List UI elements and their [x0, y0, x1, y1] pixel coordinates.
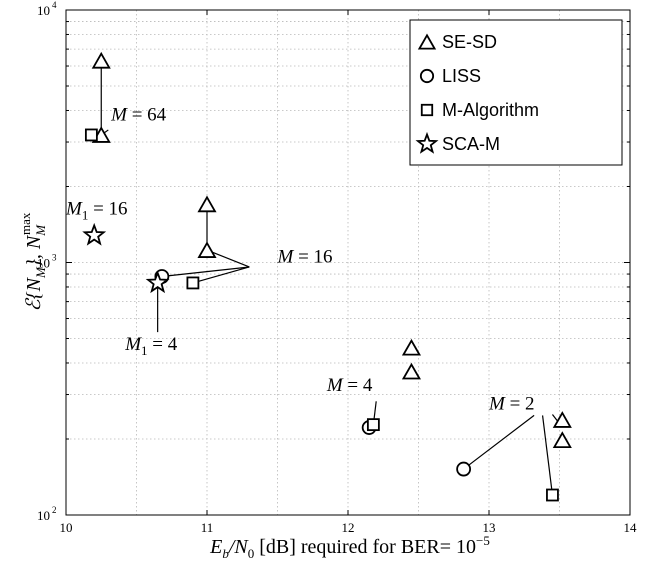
m-algorithm-point: [84, 128, 98, 142]
connector-line: [463, 414, 535, 470]
x-tick-label: 10: [60, 520, 73, 535]
data-markers: [82, 51, 572, 502]
se-sd-point: [197, 195, 217, 213]
annotation-label: M = 4: [326, 375, 373, 396]
connector-lines: [100, 60, 560, 496]
legend-sca-m-marker: [415, 131, 439, 154]
y-axis-label: ℰ{NM}, NMmax: [18, 212, 48, 311]
x-tick-label: 12: [342, 520, 355, 535]
sca-m-point: [82, 222, 107, 246]
se-sd-point: [91, 51, 111, 69]
legend-sca-m-label: SCA-M: [442, 134, 500, 154]
connector-line: [161, 266, 250, 278]
y-tick-label-exponent: 3: [52, 253, 57, 263]
annotation-label: M = 16: [277, 247, 333, 268]
y-tick-label: 10: [37, 256, 50, 271]
annotation-label: M = 2: [488, 393, 535, 414]
y-tick-label: 10: [37, 508, 50, 523]
legend-se-sd-marker: [417, 33, 437, 50]
annotation-label: M1 = 4: [124, 334, 178, 358]
m-algorithm-point: [366, 418, 380, 432]
se-sd-point: [197, 241, 217, 258]
legend-m-algorithm-label: M-Algorithm: [442, 100, 539, 120]
legend-se-sd-label: SE-SD: [442, 32, 497, 52]
m-algorithm-point: [186, 276, 200, 290]
legend-m-algorithm-marker: [420, 103, 434, 117]
connector-line: [192, 266, 250, 284]
legend: SE-SD LISS M-Algorithm SCA-M: [409, 19, 623, 166]
x-tick-label: 14: [624, 520, 638, 535]
y-tick-label-exponent: 4: [52, 0, 57, 10]
se-sd-point: [401, 362, 422, 380]
m-algorithm-point: [546, 488, 559, 502]
se-sd-point: [552, 411, 572, 428]
x-tick-label: 11: [201, 520, 214, 535]
legend-liss-label: LISS: [442, 66, 481, 86]
y-tick-label: 10: [37, 3, 50, 18]
sca-m-point: [145, 270, 170, 294]
x-tick-label: 13: [483, 520, 496, 535]
legend-box: [409, 19, 623, 166]
connector-line: [206, 249, 250, 268]
se-sd-point: [552, 431, 572, 448]
annotation-label: M1 = 16: [65, 198, 128, 222]
y-tick-label-exponent: 2: [52, 505, 57, 515]
legend-liss-marker: [419, 68, 435, 84]
x-axis-label: Eb/N0 [dB] required for BER= 10−5: [209, 533, 490, 561]
se-sd-point: [401, 338, 422, 356]
connector-line: [541, 415, 554, 496]
liss-point: [456, 461, 472, 477]
annotation-label: M = 64: [110, 105, 167, 126]
annotations: M = 64 M = 16 M1 = 16 M1 = 4 M = 4 M = 2: [65, 105, 535, 415]
